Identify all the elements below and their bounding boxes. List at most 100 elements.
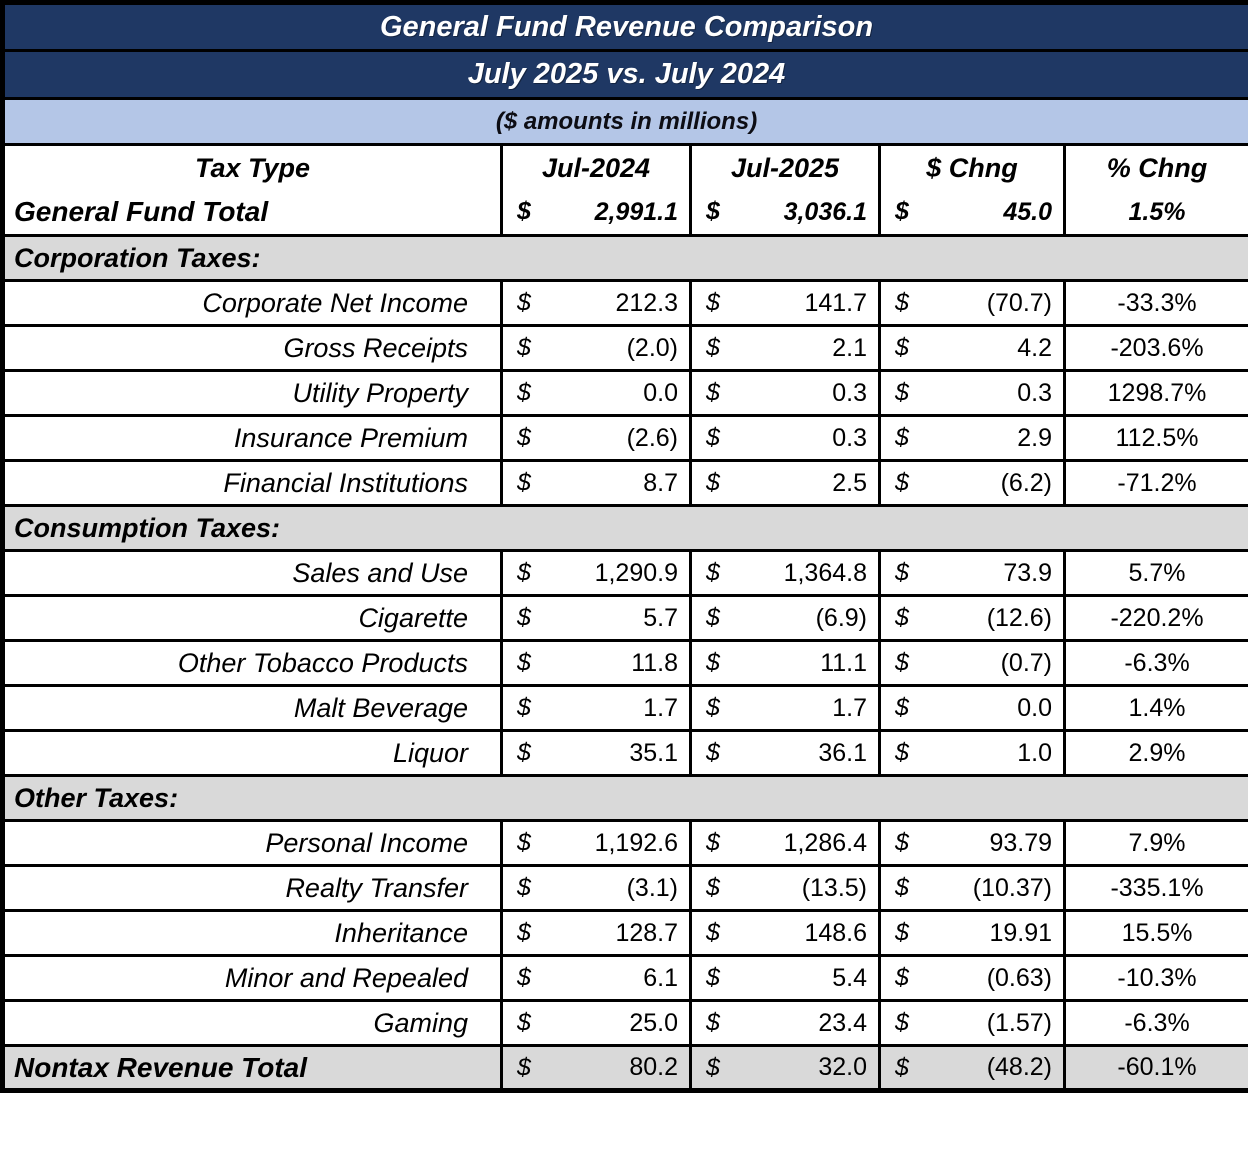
column-header-jul-2025: Jul-2025: [689, 144, 880, 191]
column-header-pct-chng: % Chng: [1062, 144, 1248, 191]
currency-symbol: $: [706, 423, 720, 452]
percent-change-value: -60.1%: [1062, 1045, 1248, 1091]
amount-value: 1,192.6: [594, 828, 678, 857]
amount-value: 32.0: [818, 1053, 867, 1081]
tax-type-label: Insurance Premium: [233, 422, 468, 453]
currency-symbol: $: [706, 648, 720, 677]
amount-cell-jul-2025: $11.1: [689, 640, 880, 686]
tax-data-row: Utility Property $0.0 $0.3 $0.3 1298.7%: [2, 370, 1248, 416]
amount-cell-dollar-chng: $ (0.63): [878, 955, 1065, 1001]
amount-value: (13.5): [801, 873, 867, 902]
revenue-table: General Fund Revenue Comparison July 202…: [0, 0, 1248, 1093]
percent-change-value: 1298.7%: [1062, 370, 1248, 416]
amount-cell-jul-2024: $25.0: [500, 1000, 691, 1046]
amount-value: (10.37): [972, 873, 1052, 902]
amount-value: 2.9: [1017, 423, 1052, 452]
currency-symbol: $: [895, 1053, 909, 1081]
percent-change-value: 2.9%: [1062, 730, 1248, 776]
amount-cell-dollar-chng: $0.3: [878, 370, 1065, 416]
amount-value: 0.3: [832, 378, 867, 407]
currency-symbol: $: [706, 918, 720, 947]
currency-symbol: $: [706, 468, 720, 497]
amount-cell-jul-2025: $0.3: [689, 415, 880, 461]
amount-value: (0.63): [986, 963, 1052, 992]
percent-change-value: -203.6%: [1062, 325, 1248, 371]
amount-cell-dollar-chng: $ (48.2): [878, 1045, 1065, 1091]
amount-value: 1,286.4: [783, 828, 867, 857]
amount-cell-dollar-chng: $ (10.37): [878, 865, 1065, 911]
amount-cell-jul-2024: $80.2: [500, 1045, 691, 1091]
amount-value: 1.7: [643, 693, 678, 722]
section-label: Other Taxes:: [2, 775, 1248, 821]
amount-value: (2.6): [626, 423, 678, 452]
amount-cell-jul-2025: $1,364.8: [689, 550, 880, 596]
amount-cell-dollar-chng: $4.2: [878, 325, 1065, 371]
tax-type-label: Liquor: [392, 737, 468, 768]
currency-symbol: $: [895, 333, 909, 362]
amount-cell-dollar-chng: $73.9: [878, 550, 1065, 596]
currency-symbol: $: [706, 828, 720, 857]
amount-value: 11.1: [820, 648, 867, 677]
amount-cell-dollar-chng: $2.9: [878, 415, 1065, 461]
percent-change-value: -33.3%: [1062, 280, 1248, 326]
amount-value: 93.79: [989, 828, 1052, 857]
amount-cell-jul-2024: $128.7: [500, 910, 691, 956]
currency-symbol: $: [706, 873, 720, 902]
amount-cell-jul-2024: $ (2.0): [500, 325, 691, 371]
currency-symbol: $: [895, 693, 909, 722]
amount-value: 1,290.9: [594, 558, 678, 587]
currency-symbol: $: [895, 873, 909, 902]
amount-cell-dollar-chng: $19.91: [878, 910, 1065, 956]
amount-value: 11.8: [631, 648, 678, 677]
amount-value: 141.7: [804, 288, 867, 317]
amount-cell-jul-2025: $36.1: [689, 730, 880, 776]
currency-symbol: $: [895, 197, 909, 226]
amount-cell-jul-2025: $3,036.1: [689, 190, 880, 236]
amount-cell-dollar-chng: $ (70.7): [878, 280, 1065, 326]
tax-data-row: Liquor $35.1 $36.1 $1.0 2.9%: [2, 730, 1248, 776]
amount-value: (0.7): [1000, 648, 1052, 677]
column-header-row: Tax Type Jul-2024 Jul-2025 $ Chng % Chng: [2, 144, 1248, 191]
currency-symbol: $: [517, 873, 531, 902]
amount-value: 5.7: [643, 603, 678, 632]
currency-symbol: $: [517, 918, 531, 947]
currency-symbol: $: [517, 603, 531, 632]
currency-symbol: $: [517, 468, 531, 497]
amount-value: 2,991.1: [594, 197, 678, 226]
amount-value: (6.9): [815, 603, 867, 632]
currency-symbol: $: [517, 378, 531, 407]
amount-cell-dollar-chng: $45.0: [878, 190, 1065, 236]
tax-type-label: Corporate Net Income: [202, 287, 468, 318]
tax-data-row: Inheritance $128.7 $148.6 $19.91 15.5%: [2, 910, 1248, 956]
tax-data-row: Sales and Use $1,290.9 $1,364.8 $73.9 5.7%: [2, 550, 1248, 596]
currency-symbol: $: [895, 558, 909, 587]
amount-cell-jul-2025: $32.0: [689, 1045, 880, 1091]
amount-value: 5.4: [832, 963, 867, 992]
amount-cell-dollar-chng: $0.0: [878, 685, 1065, 731]
percent-change-value: -335.1%: [1062, 865, 1248, 911]
section-header-row: Consumption Taxes:: [2, 505, 1248, 551]
amount-cell-jul-2024: $2,991.1: [500, 190, 691, 236]
currency-symbol: $: [706, 288, 720, 317]
percent-change-value: 5.7%: [1062, 550, 1248, 596]
currency-symbol: $: [895, 963, 909, 992]
amount-cell-dollar-chng: $93.79: [878, 820, 1065, 866]
amount-value: 8.7: [643, 468, 678, 497]
column-header-tax-type: Tax Type: [2, 144, 502, 191]
tax-type-label: Minor and Repealed: [224, 962, 468, 993]
amount-cell-jul-2025: $5.4: [689, 955, 880, 1001]
column-header-jul-2024: Jul-2024: [500, 144, 691, 191]
table-body: General Fund Total $2,991.1 $3,036.1 $45.0 1…: [2, 190, 1248, 1091]
amount-value: 0.3: [832, 423, 867, 452]
amount-value: (1.57): [986, 1008, 1052, 1037]
currency-symbol: $: [517, 1053, 531, 1081]
units-note: ($ amounts in millions): [2, 98, 1248, 145]
currency-symbol: $: [517, 423, 531, 452]
amount-value: 25.0: [629, 1008, 678, 1037]
amount-cell-jul-2024: $35.1: [500, 730, 691, 776]
currency-symbol: $: [706, 963, 720, 992]
amount-value: 2.1: [832, 333, 867, 362]
currency-symbol: $: [706, 603, 720, 632]
amount-value: 45.0: [1003, 197, 1052, 226]
